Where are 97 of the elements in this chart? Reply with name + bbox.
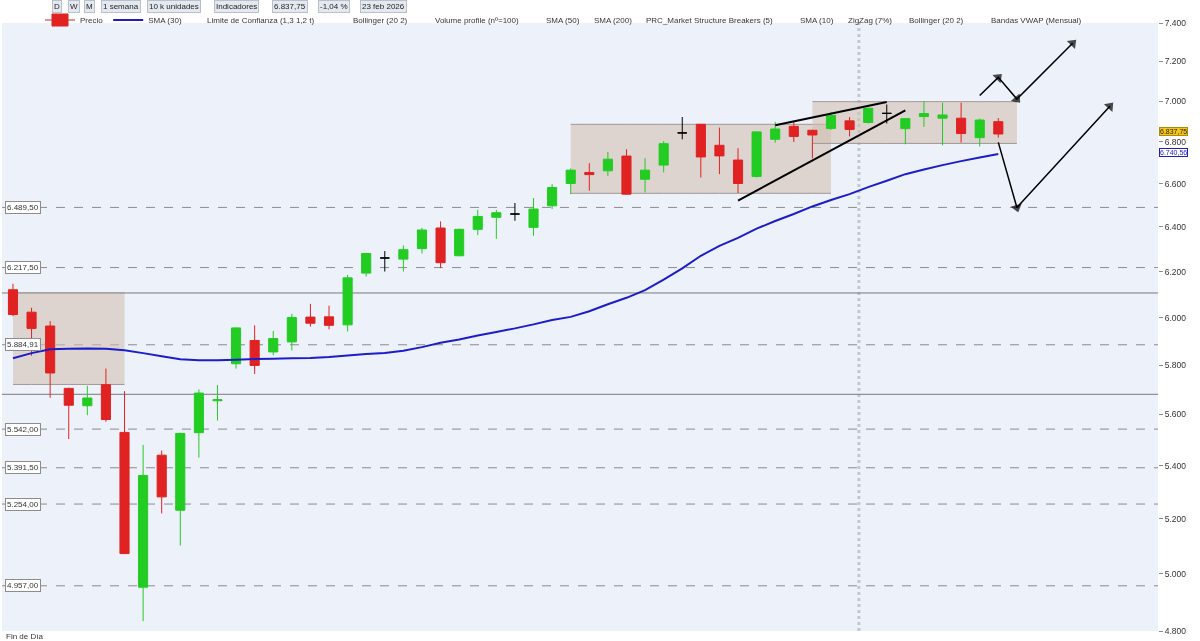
ref-line-label: 6.489,50 — [7, 203, 39, 212]
y-tick-label: 5.000 — [1164, 568, 1187, 579]
annotation: SMA (200) — [594, 16, 633, 25]
y-tick-label: 6.400 — [1164, 221, 1187, 232]
candlestick — [807, 129, 818, 159]
ref-line-label: 5.254,00 — [7, 500, 39, 509]
legend-label: Precio — [80, 16, 104, 26]
text: Indicadores — [216, 2, 258, 11]
candlestick — [416, 227, 428, 255]
y-tick-label: 7.200 — [1164, 56, 1187, 67]
text: D — [54, 2, 60, 11]
y-tick-label: 7.000 — [1164, 96, 1187, 107]
candlestick — [956, 102, 967, 144]
candlestick — [825, 112, 837, 131]
text: M — [86, 2, 93, 11]
annotation: Bandas VWAP (Mensual) — [991, 16, 1082, 25]
text: 23 feb 2026 — [362, 2, 405, 11]
candlestick — [305, 303, 316, 327]
annotation: SMA (10) — [800, 16, 834, 25]
candlestick — [119, 390, 130, 555]
candlestick — [695, 123, 706, 179]
candlestick — [7, 283, 19, 317]
text: Fin de Día — [6, 632, 44, 641]
annotation: Bollinger (20 2) — [909, 16, 964, 25]
y-tick-label: 6.800 — [1164, 136, 1187, 147]
ref-line-label: 6.217,50 — [7, 263, 39, 272]
annotation: Volume profile (nº=100) — [435, 16, 519, 25]
candlestick — [342, 274, 353, 332]
annotation: SMA (50) — [546, 16, 580, 25]
candlestick — [732, 147, 744, 194]
candlestick — [193, 388, 204, 459]
candlestick — [621, 148, 632, 196]
candlestick — [82, 385, 93, 416]
candlestick — [640, 157, 651, 193]
y-tick-label: 4.800 — [1164, 625, 1187, 636]
y-tick-label: 5.200 — [1164, 513, 1187, 524]
y-tick-label: 5.400 — [1164, 460, 1187, 471]
candlestick — [974, 118, 985, 148]
ref-line-label: 4.957,00 — [7, 581, 39, 590]
candlestick — [138, 444, 149, 622]
candlestick — [509, 202, 520, 222]
candlestick — [491, 209, 502, 240]
text: 10 k unidades — [149, 2, 199, 11]
candlestick — [658, 140, 669, 173]
candlestick — [286, 313, 297, 351]
candlestick — [156, 450, 167, 514]
annotation: ZigZag (7%) — [848, 16, 893, 25]
ref-line-label: 5.542,00 — [7, 425, 39, 434]
candlestick — [993, 117, 1004, 139]
candlestick — [547, 183, 558, 210]
candlestick — [565, 167, 576, 195]
candlestick — [770, 121, 781, 144]
candlestick — [677, 116, 688, 140]
candlestick — [249, 324, 260, 375]
candlestick — [844, 116, 855, 137]
point — [1066, 39, 1077, 50]
candlestick — [584, 162, 595, 192]
candlestick — [435, 220, 446, 269]
y-tick-label: 6.000 — [1164, 312, 1187, 323]
y-tick-label: 6.600 — [1164, 178, 1187, 189]
text: 1 semana — [103, 2, 139, 11]
candlestick — [454, 228, 465, 257]
candlestick — [379, 250, 390, 273]
candlestick — [472, 209, 483, 236]
annotation: Limite de Confianza (1,3 1,2 t) — [207, 16, 315, 25]
legend-label: SMA (30) — [148, 16, 182, 26]
candlestick — [714, 127, 725, 175]
y-tick-label: 6.200 — [1164, 266, 1187, 277]
candlestick — [863, 107, 874, 124]
candlestick — [323, 305, 335, 330]
candlestick — [63, 387, 74, 440]
y-tick-label: 5.800 — [1164, 360, 1187, 371]
ref-line-label: 5.391,50 — [7, 463, 39, 472]
candlestick — [212, 384, 223, 422]
candlestick — [398, 244, 409, 273]
text: W — [70, 2, 78, 11]
text: 6.837,75 — [274, 2, 306, 11]
candlestick — [175, 432, 186, 547]
candlestick — [528, 197, 539, 237]
ref-line-label: 5.884,91 — [7, 340, 39, 349]
annotation: Bollinger (20 2) — [353, 16, 408, 25]
candlestick — [788, 120, 799, 143]
candlestick — [751, 130, 762, 179]
candlestick — [937, 102, 948, 146]
candlestick — [100, 368, 111, 423]
y-tick-label: 5.600 — [1164, 409, 1187, 420]
text: -1,04 % — [320, 2, 348, 11]
y-tick-label: 7.400 — [1164, 17, 1187, 28]
annotation: PRC_Market Structure Breakers (5) — [646, 16, 774, 25]
candlestick — [231, 326, 242, 370]
point — [992, 73, 1002, 84]
candlestick — [602, 151, 613, 177]
candlestick — [918, 100, 929, 128]
candlestick — [268, 330, 279, 356]
candlestick — [45, 320, 56, 399]
candlestick — [361, 252, 372, 278]
candlestick — [900, 117, 911, 145]
